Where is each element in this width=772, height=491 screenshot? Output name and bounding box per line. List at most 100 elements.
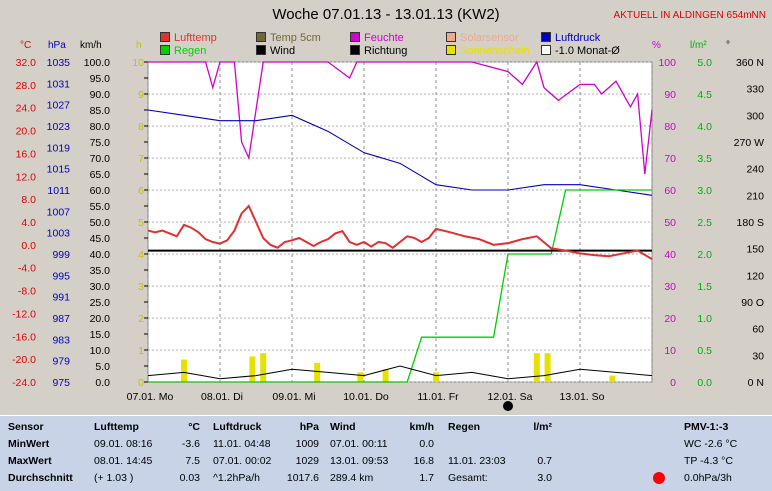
tick-wind_kmh: 30.0 [90,281,111,293]
series-luftdruck [147,109,653,196]
tick-pressure_hpa: 979 [52,356,70,368]
tick-wind_kmh: 20.0 [90,313,111,325]
wind-min: 07.01. 00:11 0.0 [330,438,434,450]
x-tick-label: 13.01. So [560,391,605,403]
tick-humidity_pct: 20 [664,313,676,325]
tick-direction: 60 [752,324,764,336]
tick-temp_c: -16.0 [12,331,36,343]
tick-wind_kmh: 50.0 [90,217,111,229]
legend-swatch [350,45,360,55]
tick-pressure_hpa: 999 [52,249,70,261]
tick-pressure_hpa: 1003 [47,228,71,240]
tick-temp_c: 32.0 [16,57,37,69]
tick-rain_lm2: 0.5 [697,345,712,357]
tick-rain_lm2: 1.0 [697,313,712,325]
luftdruck-avg: ^1.2hPa/h 1017.6 [213,472,319,484]
tick-temp_c: 20.0 [16,126,37,138]
tick-rain_lm2: 3.5 [697,153,712,165]
legend-item-2: Feuchte [350,32,404,44]
minwert-label: MinWert [8,438,50,450]
legend-swatch [350,32,360,42]
x-tick-label: 08.01. Di [201,391,243,403]
legend-label: Luftdruck [555,32,601,44]
x-tick-label: 12.01. Sa [488,391,533,403]
tick-rain_lm2: 4.0 [697,121,712,133]
legend-label: Wind [270,45,296,57]
tick-direction: 180 S [737,217,764,229]
tick-direction: 330 [746,84,764,96]
tick-humidity_pct: 90 [664,89,676,101]
lufttemp-max: 08.01. 14:45 7.5 [94,455,200,467]
tick-wind_kmh: 100.0 [84,57,110,69]
tick-direction: 300 [746,110,764,122]
status-dot-icon [653,472,665,484]
sunshine-bar [260,353,267,382]
pmv-column: PMV-1:-3 WC -2.6 °C TP -4.3 °C 0.0hPa/3h [684,419,737,487]
tick-sun_h: 10 [132,57,144,69]
tick-pressure_hpa: 1027 [47,100,71,112]
tick-wind_kmh: 95.0 [90,73,111,85]
lufttemp-column: Lufttemp °C 09.01. 08:16 -3.6 08.01. 14:45… [94,419,200,487]
tick-wind_kmh: 75.0 [90,137,111,149]
current-station-banner[interactable]: AKTUELL IN ALDINGEN 654mNN [613,10,766,21]
tick-sun_h: 8 [138,121,144,133]
tick-pressure_hpa: 1031 [47,78,71,90]
tick-pressure_hpa: 1023 [47,121,71,133]
legend-item-8: Sonnenschein [446,45,530,57]
tick-direction: 270 W [734,137,764,149]
tick-wind_kmh: 85.0 [90,105,111,117]
pmv-header: PMV-1:-3 [684,421,729,433]
tick-wind_kmh: 15.0 [90,329,111,341]
tick-pressure_hpa: 1035 [47,57,71,69]
regen-total: Gesamt: 3.0 [448,472,552,484]
tick-wind_kmh: 5.0 [95,361,110,373]
tick-humidity_pct: 70 [664,153,676,165]
series-regen [148,189,652,383]
tick-temp_c: 24.0 [16,103,37,115]
legend-label: Richtung [364,45,408,57]
tick-temp_c: -12.0 [12,308,36,320]
tick-direction: 150 [746,244,764,256]
tick-humidity_pct: 50 [664,217,676,229]
tick-temp_c: 28.0 [16,80,37,92]
legend-swatch [541,32,551,42]
legend-item-5: Regen [160,45,206,57]
legend-item-9: -1.0 Monat-Ø [541,45,620,57]
tick-direction: 90 O [741,297,764,309]
tick-rain_lm2: 2.0 [697,249,712,261]
tick-pressure_hpa: 975 [52,377,70,389]
tick-temp_c: -8.0 [18,286,36,298]
legend-label: -1.0 Monat-Ø [555,45,620,57]
sunshine-bar [314,362,321,382]
unit-temp: °C [20,40,32,51]
unit-wind: km/h [80,40,102,51]
tick-sun_h: 7 [138,153,144,165]
tick-wind_kmh: 45.0 [90,233,111,245]
tick-rain_lm2: 0.0 [697,377,712,389]
tick-wind_kmh: 10.0 [90,345,111,357]
legend-swatch [541,45,551,55]
unit-pressure: hPa [48,40,66,51]
tick-wind_kmh: 40.0 [90,249,111,261]
tick-direction: 360 N [736,57,764,69]
tick-rain_lm2: 5.0 [697,57,712,69]
legend-swatch [160,32,170,42]
pressure-trend-value: 0.0hPa/3h [684,472,732,484]
tick-wind_kmh: 25.0 [90,297,111,309]
luftdruck-header: Luftdruck hPa [213,421,319,433]
tick-rain_lm2: 1.5 [697,281,712,293]
lufttemp-min: 09.01. 08:16 -3.6 [94,438,200,450]
tick-temp_c: 16.0 [16,148,37,160]
tick-pressure_hpa: 1019 [47,142,71,154]
unit-sun: h [136,40,142,51]
legend-label: Lufttemp [174,32,217,44]
series-wind [147,365,653,380]
wind-column: Wind km/h 07.01. 00:11 0.0 13.01. 09:53 16.… [330,419,434,487]
x-tick-label: 10.01. Do [343,391,389,403]
tick-humidity_pct: 60 [664,185,676,197]
tick-temp_c: 0.0 [21,240,36,252]
series-lufttemp [147,204,653,261]
sunshine-bar [181,359,187,382]
legend-swatch [256,45,266,55]
tick-wind_kmh: 80.0 [90,121,111,133]
